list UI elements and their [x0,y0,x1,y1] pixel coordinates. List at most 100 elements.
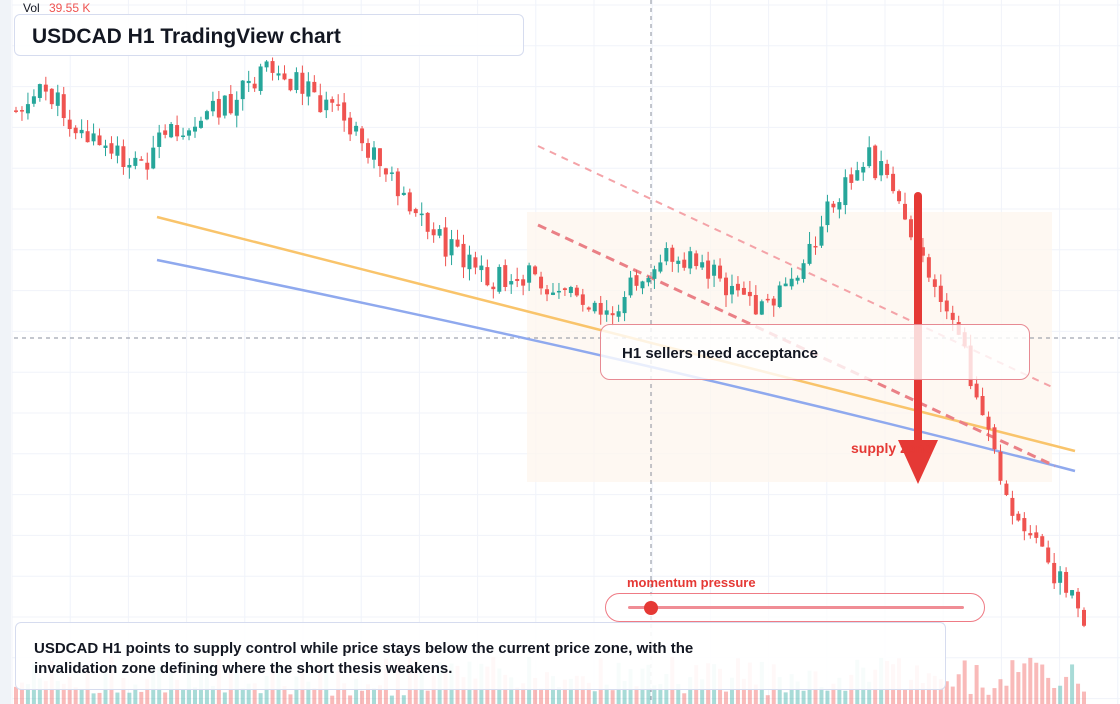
volume-bar [700,679,705,704]
candle-body [676,260,681,264]
candle-body [903,203,908,220]
candle-body [688,251,693,269]
volume-bar [998,679,1003,704]
volume-bar [246,683,251,704]
candle-body [741,287,746,295]
candle-body [586,307,591,310]
volume-bar [1040,664,1045,704]
volume-bar [920,682,925,704]
candle-body [139,159,144,161]
momentum-slider-knob[interactable] [644,601,658,615]
volume-bar [819,687,824,704]
volume-bar [753,684,758,704]
candle-body [270,61,275,73]
candle-body [849,174,854,183]
chart-title: USDCAD H1 TradingView chart [32,25,341,48]
volume-bar [974,665,979,704]
candle-body [634,275,639,286]
candle-body [306,81,311,97]
volume-bar [831,683,836,704]
momentum-slider-track [628,606,964,609]
candle-body [330,99,335,103]
candle-body [562,288,567,291]
candle-body [1058,571,1063,583]
candle-body [974,383,979,398]
candle-body [759,301,764,315]
candle-body [598,302,603,315]
candle-body [950,312,955,320]
volume-bar [903,689,908,704]
volume-bar [682,693,687,704]
sellers-callout-text: H1 sellers need acceptance [622,345,818,362]
candle-body [1040,536,1045,547]
candle-body [85,131,90,143]
volume-bar [61,683,66,704]
volume-bar [1082,691,1086,704]
volume-bar [73,687,78,704]
candle-body [49,88,54,105]
candle-body [944,300,949,312]
candle-body [521,279,526,286]
volume-bar [968,693,973,704]
volume-bar [360,690,365,704]
candle-body [515,278,520,281]
volume-bar [586,682,591,704]
volume-bar [294,676,299,704]
candle-body [360,128,365,144]
title-card: USDCAD H1 TradingView chart [14,14,524,56]
candle-body [861,166,866,173]
volume-bar [986,694,991,704]
candle-body [312,81,317,93]
momentum-label: momentum pressure [627,575,756,590]
volume-bar [282,686,287,704]
candle-body [371,147,376,160]
candle-body [204,111,209,120]
volume-bar [610,690,615,704]
candle-body [533,266,538,275]
candle-body [497,266,502,292]
candle-body [491,286,496,290]
candle-body [992,427,997,450]
candle-body [652,269,657,279]
candle-body [1070,590,1075,596]
candle-body [897,191,902,202]
candle-body [550,292,555,295]
candle-body [258,66,263,91]
candle-body [885,163,890,175]
candles [14,57,1086,628]
candle-body [461,243,466,268]
volume-bar [795,681,800,704]
candle-body [479,265,484,271]
volume-bar [389,695,394,704]
volume-bar [533,677,538,704]
candle-body [37,84,42,98]
candle-body [187,130,192,136]
volume-bar [133,684,138,704]
volume-value: 39.55 K [49,1,91,15]
volume-bar [604,684,609,704]
volume-bar [515,687,520,704]
candle-body [855,170,860,181]
volume-bar [192,687,197,704]
volume-bar [580,676,585,704]
candle-body [574,287,579,296]
volume-bar [556,687,561,704]
candle-body [443,227,448,257]
momentum-slider[interactable] [605,593,985,622]
candle-body [192,126,197,132]
volume-bar [562,679,567,704]
candle-body [795,277,800,281]
candle-body [891,173,896,192]
candle-body [807,243,812,264]
supply-zone-label: supply zone [851,440,932,456]
candle-body [419,213,424,216]
volume-bar [509,677,514,704]
price-scale-strip [0,0,11,704]
volume-bar [79,688,84,704]
volume-bar [145,679,150,704]
volume-bar [425,690,430,704]
candle-body [210,100,215,112]
candle-body [986,416,991,430]
candle-body [43,84,48,92]
volume-bar [622,681,627,704]
